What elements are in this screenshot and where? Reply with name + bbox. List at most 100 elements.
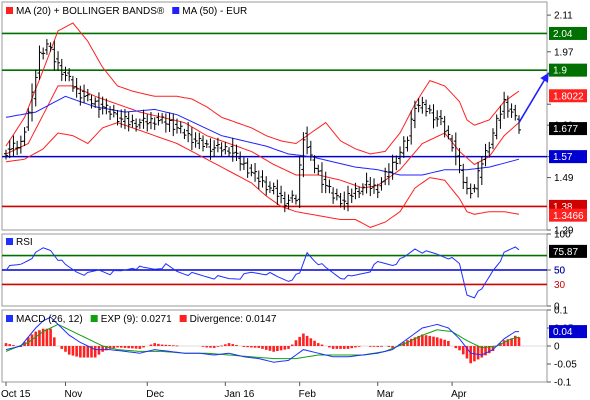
- price-bar: [438, 109, 443, 126]
- level-tag-1-text: 1.9: [553, 66, 567, 77]
- price-bar: [189, 127, 194, 151]
- divergence-bar: [171, 345, 175, 347]
- bollinger-upper-line: [5, 22, 520, 155]
- divergence-bar: [506, 339, 510, 346]
- price-bar: [405, 136, 410, 152]
- price-bar: [122, 108, 127, 130]
- divergence-bar: [153, 343, 156, 346]
- divergence-bar: [119, 346, 123, 348]
- price-bar: [44, 39, 49, 55]
- price-bar: [260, 170, 265, 188]
- price-bar: [453, 132, 458, 166]
- divergence-bar: [417, 335, 420, 346]
- price-panel: [1, 1, 548, 231]
- price-bar: [357, 186, 362, 199]
- x-tick-label: Mar: [377, 389, 395, 400]
- divergence-bar: [123, 346, 127, 348]
- price-bar: [264, 176, 269, 196]
- price-bar: [193, 132, 198, 148]
- divergence-bar: [354, 346, 357, 348]
- divergence-bar: [484, 346, 487, 356]
- divergence-bar: [476, 346, 480, 360]
- price-bar: [312, 155, 317, 174]
- price-bar: [204, 139, 209, 148]
- divergence-bar: [201, 346, 205, 347]
- price-bar: [89, 94, 94, 109]
- price-bar: [279, 185, 284, 204]
- divergence-bar: [38, 330, 41, 346]
- arrow-shaft: [518, 72, 550, 123]
- price-bar: [18, 135, 23, 154]
- price-bar: [476, 162, 481, 198]
- price-bar: [219, 142, 224, 157]
- price-bar: [293, 194, 298, 205]
- price-bar: [290, 190, 295, 203]
- divergence-bar: [387, 346, 391, 347]
- divergence-bar: [350, 346, 354, 349]
- divergence-bar: [421, 334, 424, 346]
- divergence-bar: [131, 346, 134, 349]
- price-bar: [416, 98, 421, 113]
- price-bar: [334, 188, 339, 201]
- divergence-bar: [49, 328, 52, 346]
- divergence-bar: [458, 346, 461, 351]
- price-bar: [126, 111, 131, 132]
- price-bar: [442, 115, 447, 138]
- y-tick-label: 2.11: [554, 11, 573, 22]
- rsi-value-tag-text: 75.87: [553, 247, 578, 258]
- divergence-bar: [101, 346, 104, 352]
- divergence-bar: [127, 346, 130, 349]
- divergence-bar: [250, 346, 253, 348]
- legend-label: MA (20) + BOLLINGER BANDS®: [16, 6, 165, 17]
- price-bar: [364, 172, 369, 194]
- price-bar: [316, 164, 321, 176]
- divergence-bar: [294, 340, 298, 346]
- divergence-bar: [346, 346, 350, 349]
- price-bar: [100, 96, 105, 115]
- divergence-bar: [138, 346, 142, 349]
- price-bar: [305, 126, 310, 155]
- price-bar: [494, 114, 499, 140]
- divergence-bar: [253, 346, 257, 348]
- macd-line: [5, 316, 519, 363]
- price-bar: [327, 179, 332, 194]
- price-bar: [267, 181, 272, 193]
- divergence-bar: [372, 346, 376, 347]
- legend-swatch: [90, 315, 98, 322]
- level-tag-2: [549, 150, 587, 164]
- price-bar: [234, 144, 239, 162]
- divergence-bar: [316, 343, 320, 346]
- price-bar: [338, 192, 343, 208]
- divergence-bar: [27, 337, 30, 346]
- level-tag-0-text: 2.04: [553, 29, 573, 40]
- price-bar: [175, 118, 179, 134]
- price-bar: [487, 141, 492, 158]
- divergence-bar: [168, 345, 171, 346]
- price-bar: [238, 151, 243, 171]
- macd-series: [2, 316, 547, 364]
- price-bar: [446, 125, 451, 140]
- price-bar: [450, 134, 455, 152]
- divergence-bar: [105, 346, 108, 351]
- price-bar: [431, 104, 436, 129]
- divergence-bar: [342, 346, 346, 349]
- price-bar: [517, 115, 521, 134]
- x-tick-label: Oct 15: [1, 389, 31, 400]
- divergence-bar: [447, 340, 450, 346]
- divergence-bar: [357, 346, 361, 347]
- price-bar: [394, 155, 399, 171]
- divergence-bar: [328, 346, 331, 348]
- price-bar: [223, 141, 228, 155]
- price-bar: [134, 118, 139, 132]
- price-value-tag-2: [549, 208, 587, 222]
- value-tags: 2.04 1.9 1.57 1.38 1.8022 1.677 1.3466 75.87 0.0…: [549, 26, 587, 338]
- price-bar: [286, 194, 291, 210]
- price-bar: [78, 85, 83, 106]
- forecast-arrow: [518, 72, 550, 123]
- divergence-bar: [4, 343, 8, 346]
- divergence-bar: [231, 344, 235, 346]
- rsi-level-label: 50: [554, 266, 566, 277]
- divergence-bar: [302, 333, 305, 346]
- price-bar: [178, 121, 183, 134]
- price-bar: [490, 128, 495, 150]
